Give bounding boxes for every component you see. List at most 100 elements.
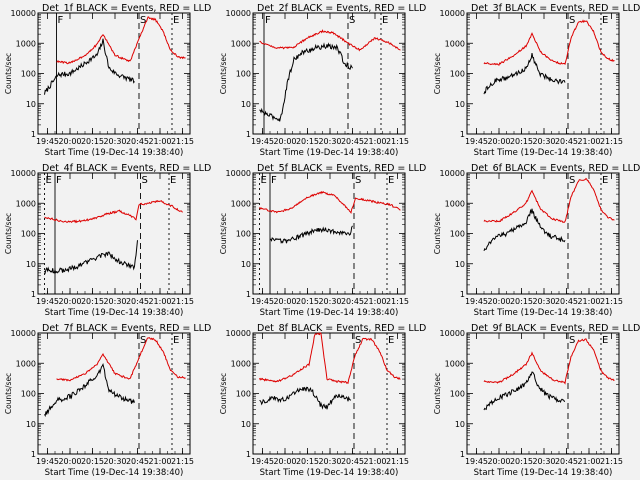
marker-label: E [602,175,608,186]
y-tick-label: 10 [241,420,251,429]
events-series-line [259,42,353,122]
y-tick-label: 1000 [16,199,36,208]
x-tick-label: 19:45 [36,297,59,306]
marker-label: S [349,15,355,26]
plot-frame [252,12,406,135]
detector-panel-2: Det_2f BLACK = Events, RED = LLD 1 10 100 10… [219,3,426,158]
detector-panel-6: Det_6f BLACK = Events, RED = LLD 1 10 100 10… [433,163,640,318]
x-tick-label: 21:00 [148,457,171,466]
detector-panel-1: Det_1f BLACK = Events, RED = LLD 1 10 100 10… [4,3,211,158]
y-tick-label: 100 [450,390,465,399]
marker-label: F [265,15,271,26]
marker-label: S [355,175,361,186]
plot-frame [37,172,191,295]
x-tick-label: 21:15 [600,297,623,306]
y-tick-label: 1000 [16,359,36,368]
marker-label: S [140,15,146,26]
x-axis-title: Start Time (19-Dec-14 19:38:40) [45,468,184,478]
y-tick-label: 10 [455,420,465,429]
lld-series-line [483,338,615,385]
events-series-line [483,53,566,95]
events-series-line [259,386,352,410]
x-tick-label: 21:15 [171,457,194,466]
panel-title: Det_4f BLACK = Events, RED = LLD [42,163,211,174]
y-tick-label: 100 [21,230,36,239]
x-tick-label: 21:15 [600,457,623,466]
x-tick-label: 20:00 [487,297,510,306]
y-tick-label: 10000 [11,329,36,338]
y-tick-label: 1000 [445,199,465,208]
plot-frame [252,172,406,295]
events-series-line [44,240,138,275]
y-tick-label: 1 [246,450,251,459]
x-tick-label: 20:15 [510,457,533,466]
x-tick-label: 20:45 [341,297,364,306]
y-tick-label: 10000 [440,9,465,18]
y-axis-title: Counts/sec [433,373,442,414]
x-tick-label: 20:30 [318,457,341,466]
y-tick-label: 10000 [226,169,251,178]
x-tick-label: 21:15 [171,137,194,146]
x-tick-label: 20:15 [81,297,104,306]
y-tick-label: 10000 [226,9,251,18]
x-tick-label: 20:30 [532,297,555,306]
y-axis-title: Counts/sec [4,53,13,94]
y-tick-label: 10 [26,100,36,109]
detector-panel-3: Det_3f BLACK = Events, RED = LLD 1 10 100 10… [433,3,640,158]
x-axis-title: Start Time (19-Dec-14 19:38:40) [474,308,613,318]
events-series-line [44,362,135,418]
y-axis-title: Counts/sec [4,373,13,414]
y-tick-label: 10000 [226,329,251,338]
lld-series-line [483,177,615,223]
x-axis-title: Start Time (19-Dec-14 19:38:40) [260,148,399,158]
x-tick-label: 21:15 [386,457,409,466]
detector-panel-8: Det_8f BLACK = Events, RED = LLD 1 10 100 10… [219,323,426,478]
y-tick-label: 100 [236,390,251,399]
marker-label: S [140,335,146,346]
y-tick-label: 100 [21,70,36,79]
panel-title: Det_1f BLACK = Events, RED = LLD [42,3,211,14]
x-tick-label: 20:15 [510,297,533,306]
x-tick-label: 20:00 [273,297,296,306]
panel-title: Det_3f BLACK = Events, RED = LLD [471,3,640,14]
x-tick-label: 20:30 [532,457,555,466]
y-tick-label: 100 [21,390,36,399]
x-tick-label: 19:45 [251,137,274,146]
panel-title: Det_5f BLACK = Events, RED = LLD [257,163,426,174]
x-tick-label: 21:00 [148,137,171,146]
x-tick-label: 20:45 [126,137,149,146]
x-tick-label: 20:15 [81,457,104,466]
detector-panel-4: Det_4f BLACK = Events, RED = LLD 1 10 100 10… [4,163,211,318]
marker-label: S [569,175,575,186]
marker-label: E [170,175,176,186]
lld-series-line [56,16,186,65]
detector-panel-5: Det_5f BLACK = Events, RED = LLD 1 10 100 10… [219,163,426,318]
y-axis-title: Counts/sec [433,213,442,254]
plot-frame [466,332,620,455]
marker-label: E [382,15,388,26]
plot-frame [466,172,620,295]
marker-label: E [388,175,394,186]
x-tick-label: 20:15 [296,297,319,306]
x-axis-title: Start Time (19-Dec-14 19:38:40) [260,308,399,318]
lld-series-line [259,190,401,215]
panel-title: Det_2f BLACK = Events, RED = LLD [257,3,426,14]
y-tick-label: 100 [236,230,251,239]
y-tick-label: 100 [236,70,251,79]
y-axis-title: Counts/sec [4,213,13,254]
x-tick-label: 20:45 [555,297,578,306]
panel-title: Det_6f BLACK = Events, RED = LLD [471,163,640,174]
y-tick-label: 1 [460,130,465,139]
y-axis-title: Counts/sec [219,53,228,94]
x-tick-label: 21:00 [363,137,386,146]
x-tick-label: 20:00 [273,137,296,146]
marker-label: E [261,175,267,186]
x-tick-label: 21:00 [577,137,600,146]
detector-panel-9: Det_9f BLACK = Events, RED = LLD 1 10 100 10… [433,323,640,478]
x-tick-label: 20:45 [341,137,364,146]
x-tick-label: 20:00 [58,297,81,306]
y-tick-label: 1000 [231,199,251,208]
x-tick-label: 19:45 [251,457,274,466]
x-tick-label: 21:00 [363,457,386,466]
panel-title: Det_9f BLACK = Events, RED = LLD [471,323,640,334]
